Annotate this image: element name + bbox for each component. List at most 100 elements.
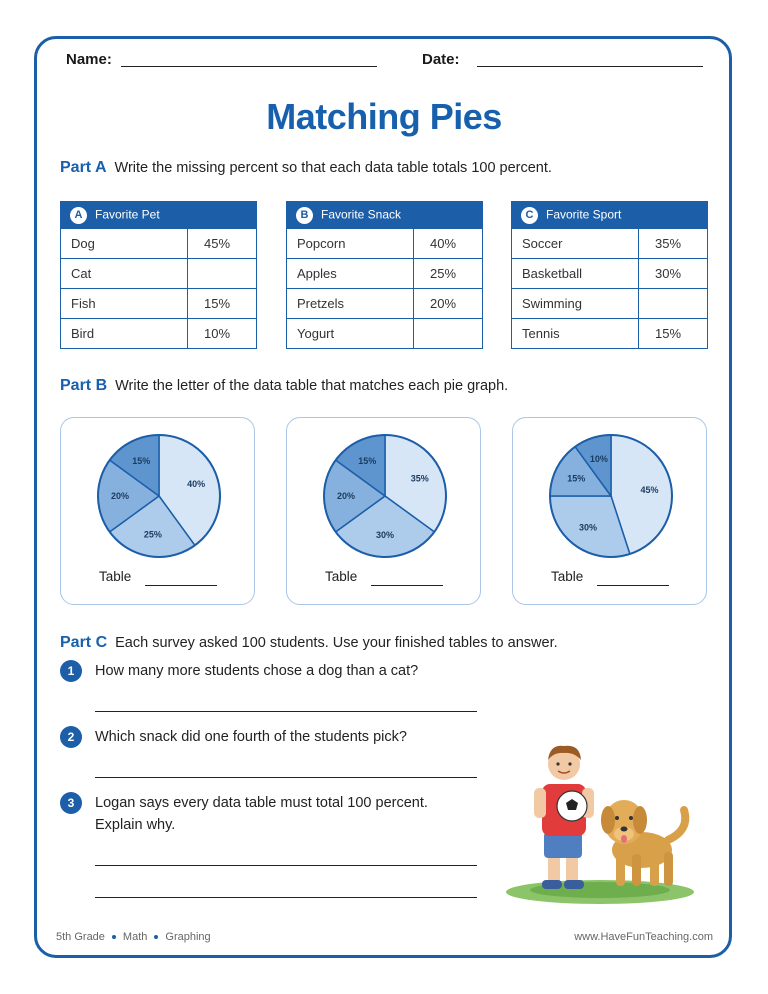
- missing-percent-cell[interactable]: [413, 318, 483, 349]
- pie-slice-label: 40%: [187, 479, 205, 489]
- question-3-text-line-1: Logan says every data table must total 1…: [95, 795, 428, 811]
- table-row: Fish 15%: [60, 288, 257, 319]
- footer-dot-icon: [154, 935, 159, 940]
- table-letter-badge: B: [296, 206, 313, 224]
- pie-slice-label: 20%: [337, 491, 355, 501]
- pie-slice-label: 20%: [111, 491, 129, 501]
- table-title: Favorite Pet: [95, 207, 160, 222]
- table-c-favorite-sport: C Favorite Sport Soccer 35% Basketball 30% Swi…: [511, 201, 708, 349]
- boy-and-dog-illustration: [506, 745, 694, 904]
- pie-2-table-label: Table: [325, 569, 358, 584]
- table-row: Soccer 35%: [511, 228, 708, 259]
- table-percent: 15%: [638, 318, 708, 349]
- table-row: Tennis 15%: [511, 318, 708, 349]
- table-item: Soccer: [511, 228, 639, 259]
- pie-slice-label: 35%: [411, 473, 429, 483]
- pie-slice-label: 15%: [132, 456, 150, 466]
- table-item: Swimming: [511, 288, 639, 319]
- table-row: Apples 25%: [286, 258, 483, 289]
- table-letter-badge: A: [70, 206, 87, 224]
- table-item: Dog: [60, 228, 188, 259]
- table-percent: 45%: [187, 228, 257, 259]
- footer-site[interactable]: www.HaveFunTeaching.com: [574, 931, 713, 943]
- table-item: Yogurt: [286, 318, 414, 349]
- name-label: Name:: [66, 51, 112, 68]
- table-percent: 35%: [638, 228, 708, 259]
- table-item: Tennis: [511, 318, 639, 349]
- table-percent: 40%: [413, 228, 483, 259]
- pie-card-1: 40% 25% 20% 15% Table: [60, 417, 255, 605]
- table-row: Cat: [60, 258, 257, 289]
- pie-card-3: 45% 30% 15% 10% Table: [512, 417, 707, 605]
- pie-slice-label: 30%: [579, 523, 597, 533]
- pie-slice-label: 25%: [144, 530, 162, 540]
- footer-grade: 5th Grade: [56, 931, 105, 943]
- part-b-heading: Part B Write the letter of the data table…: [60, 377, 508, 395]
- footer-tags: 5th Grade Math Graphing: [56, 931, 211, 943]
- table-item: Bird: [60, 318, 188, 349]
- missing-percent-cell[interactable]: [187, 258, 257, 289]
- missing-percent-cell[interactable]: [638, 288, 708, 319]
- pie-chart-2: 35% 30% 20% 15%: [323, 434, 447, 558]
- pie-3-table-label: Table: [551, 569, 584, 584]
- pie-outline: [97, 434, 221, 558]
- part-a-label: Part A: [60, 159, 107, 176]
- pie-slice-label: 45%: [641, 485, 659, 495]
- name-field[interactable]: [121, 66, 377, 67]
- question-2-text: Which snack did one fourth of the studen…: [95, 729, 407, 745]
- table-row: Dog 45%: [60, 228, 257, 259]
- table-row: Pretzels 20%: [286, 288, 483, 319]
- part-c-instruction: Each survey asked 100 students. Use your…: [115, 635, 558, 651]
- table-percent: 15%: [187, 288, 257, 319]
- table-item: Popcorn: [286, 228, 414, 259]
- table-row: Yogurt: [286, 318, 483, 349]
- footer-subject: Math: [122, 931, 148, 943]
- question-2-answer-line[interactable]: [95, 777, 477, 778]
- table-percent: 30%: [638, 258, 708, 289]
- pie-slice-label: 10%: [590, 454, 608, 464]
- date-field[interactable]: [477, 66, 703, 67]
- pie-1-answer-blank[interactable]: [145, 585, 217, 586]
- pie-chart-3: 45% 30% 15% 10%: [549, 434, 673, 558]
- part-b-label: Part B: [60, 377, 108, 394]
- table-header: B Favorite Snack: [286, 201, 483, 229]
- table-b-favorite-snack: B Favorite Snack Popcorn 40% Apples 25% Pretze…: [286, 201, 483, 349]
- pie-slice-label: 15%: [358, 456, 376, 466]
- question-1-number: 1: [60, 660, 82, 682]
- part-a-instruction: Write the missing percent so that each d…: [114, 160, 552, 176]
- table-a-favorite-pet: A Favorite Pet Dog 45% Cat Fish 15% Bird 10%: [60, 201, 257, 349]
- pie-outline: [549, 434, 673, 558]
- table-item: Fish: [60, 288, 188, 319]
- question-1-answer-line[interactable]: [95, 711, 477, 712]
- pie-3-answer-blank[interactable]: [597, 585, 669, 586]
- table-percent: 25%: [413, 258, 483, 289]
- table-letter-badge: C: [521, 206, 538, 224]
- pie-card-2: 35% 30% 20% 15% Table: [286, 417, 481, 605]
- part-c-label: Part C: [60, 634, 108, 651]
- question-2-number: 2: [60, 726, 82, 748]
- table-header: C Favorite Sport: [511, 201, 708, 229]
- page-border: [34, 36, 732, 958]
- question-3-answer-line-1[interactable]: [95, 865, 477, 866]
- question-1-text: How many more students chose a dog than …: [95, 663, 419, 679]
- table-item: Basketball: [511, 258, 639, 289]
- part-c-heading: Part C Each survey asked 100 students. Us…: [60, 634, 558, 652]
- table-row: Basketball 30%: [511, 258, 708, 289]
- table-row: Popcorn 40%: [286, 228, 483, 259]
- pie-slice-label: 30%: [376, 530, 394, 540]
- table-percent: 10%: [187, 318, 257, 349]
- part-b-instruction: Write the letter of the data table that …: [115, 378, 509, 394]
- pie-slice-label: 15%: [567, 473, 585, 483]
- question-3-answer-line-2[interactable]: [95, 897, 477, 898]
- footer-dot-icon: [111, 935, 116, 940]
- pie-2-answer-blank[interactable]: [371, 585, 443, 586]
- table-percent: 20%: [413, 288, 483, 319]
- footer-topic: Graphing: [165, 931, 211, 943]
- table-title: Favorite Snack: [321, 207, 402, 222]
- table-item: Apples: [286, 258, 414, 289]
- table-row: Bird 10%: [60, 318, 257, 349]
- pie-chart-1: 40% 25% 20% 15%: [97, 434, 221, 558]
- table-item: Cat: [60, 258, 188, 289]
- pie-outline: [323, 434, 447, 558]
- question-3-text-line-2: Explain why.: [95, 817, 176, 833]
